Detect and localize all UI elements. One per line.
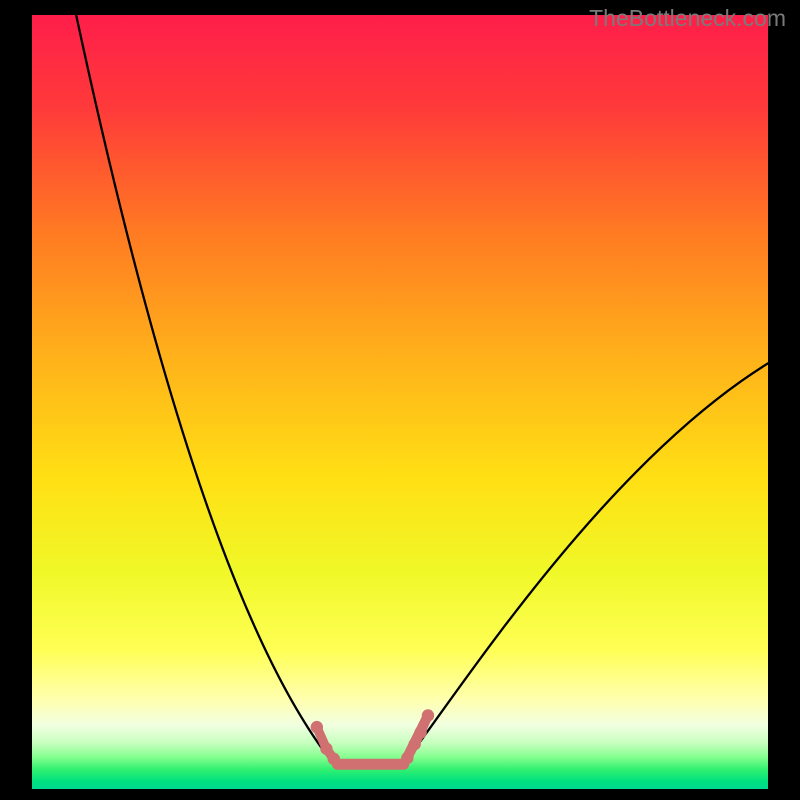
chart-frame: TheBottleneck.com bbox=[0, 0, 800, 800]
watermark-text: TheBottleneck.com bbox=[589, 5, 786, 32]
gradient-background bbox=[32, 15, 768, 789]
valley-dot-link-floor-left bbox=[334, 759, 338, 764]
bottleneck-curve-chart bbox=[32, 15, 768, 789]
